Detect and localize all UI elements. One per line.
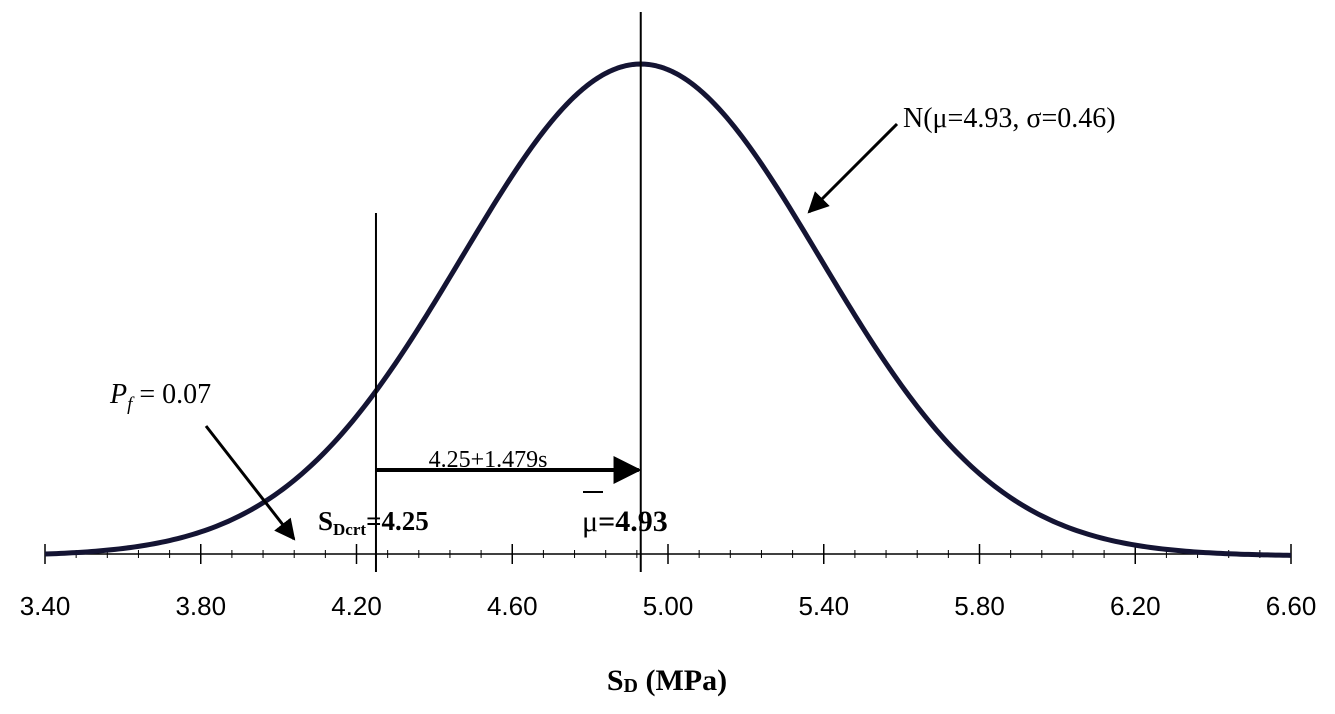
- span-label: 4.25+1.479s: [429, 447, 548, 473]
- mean-label: μ=4.93: [582, 505, 668, 538]
- normal-distribution-curve: [44, 61, 1292, 558]
- x-tick-labels: 3.40 3.80 4.20 4.60 5.00 5.40 5.80 6.20 6.60: [20, 591, 1317, 621]
- x-tick-label: 4.60: [487, 591, 538, 621]
- x-tick-label: 5.00: [643, 591, 694, 621]
- pf-arrow: [204, 425, 296, 541]
- x-tick-label: 5.40: [798, 591, 849, 621]
- x-tick-label: 5.80: [954, 591, 1005, 621]
- distribution-label-arrow: [807, 122, 899, 214]
- x-tick-label: 3.40: [20, 591, 71, 621]
- x-tick-label: 3.80: [175, 591, 226, 621]
- x-tick-label: 6.60: [1266, 591, 1317, 621]
- x-tick-label: 6.20: [1110, 591, 1161, 621]
- critical-value-label: SDcrt=4.25: [318, 506, 429, 539]
- x-axis-title: SD (MPa): [607, 664, 727, 697]
- distribution-label: N(μ=4.93, σ=0.46): [903, 103, 1116, 134]
- x-tick-label: 4.20: [331, 591, 382, 621]
- pf-label: Pf = 0.07: [109, 379, 211, 415]
